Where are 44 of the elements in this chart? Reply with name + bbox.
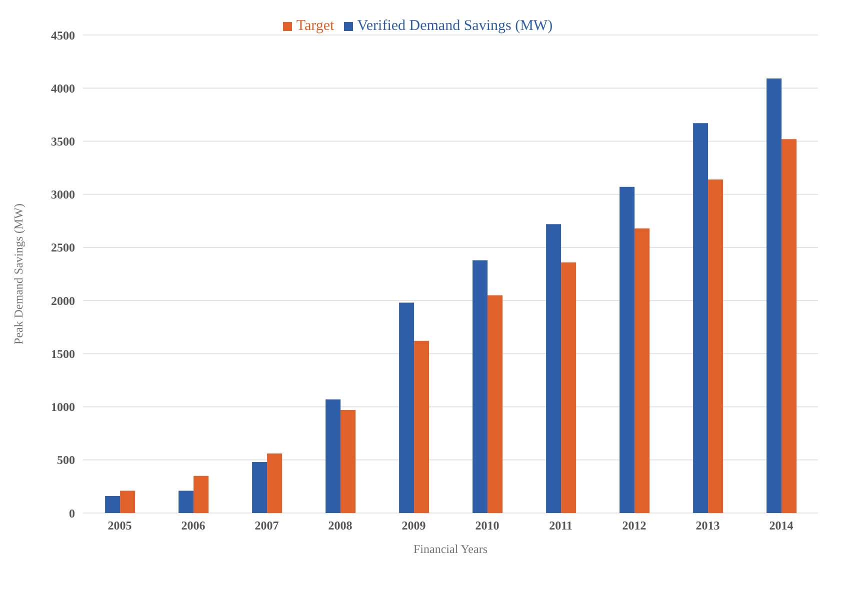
bar (620, 186, 635, 513)
bar (782, 139, 797, 513)
legend-label: Verified Demand Savings (MW) (357, 18, 553, 34)
bar (105, 496, 120, 513)
y-tick-label: 3000 (51, 188, 75, 202)
y-tick-label: 1500 (51, 346, 75, 361)
bar (252, 462, 268, 513)
x-tick-label: 2014 (769, 518, 794, 533)
x-tick-label: 2011 (549, 518, 572, 533)
y-tick-label: 500 (57, 453, 75, 468)
y-axis-title: Peak Demand Savings (MW) (11, 204, 26, 344)
x-tick-label: 2006 (181, 518, 206, 533)
bar (546, 224, 562, 513)
bar (267, 454, 282, 513)
x-tick-label: 2009 (402, 518, 426, 533)
bar (326, 399, 341, 513)
bar (120, 490, 136, 513)
bar (399, 302, 414, 513)
y-tick-label: 3500 (51, 134, 75, 148)
bar (693, 123, 708, 513)
bar (340, 410, 356, 513)
y-tick-label: 4000 (51, 81, 75, 96)
bar (414, 340, 430, 513)
x-tick-label: 2012 (622, 518, 646, 533)
bar (488, 295, 503, 513)
y-tick-label: 4500 (51, 28, 75, 42)
y-tick-label: 2500 (51, 240, 75, 255)
y-tick-label: 2000 (51, 294, 75, 308)
x-tick-label: 2007 (254, 518, 279, 533)
y-tick-label: 1000 (51, 400, 75, 414)
x-axis-title: Financial Years (414, 542, 488, 556)
x-tick-label: 2010 (475, 518, 500, 533)
x-tick-label: 2013 (696, 518, 720, 533)
bar (634, 228, 650, 513)
bar (178, 490, 194, 513)
legend-label: Target (296, 18, 334, 34)
bar (561, 262, 576, 513)
bar (766, 78, 782, 513)
bar (708, 179, 724, 513)
bar (472, 260, 488, 513)
x-tick-label: 2005 (108, 518, 132, 533)
x-tick-label: 2008 (328, 518, 352, 533)
y-tick-label: 0 (69, 506, 75, 520)
bar (194, 476, 209, 513)
